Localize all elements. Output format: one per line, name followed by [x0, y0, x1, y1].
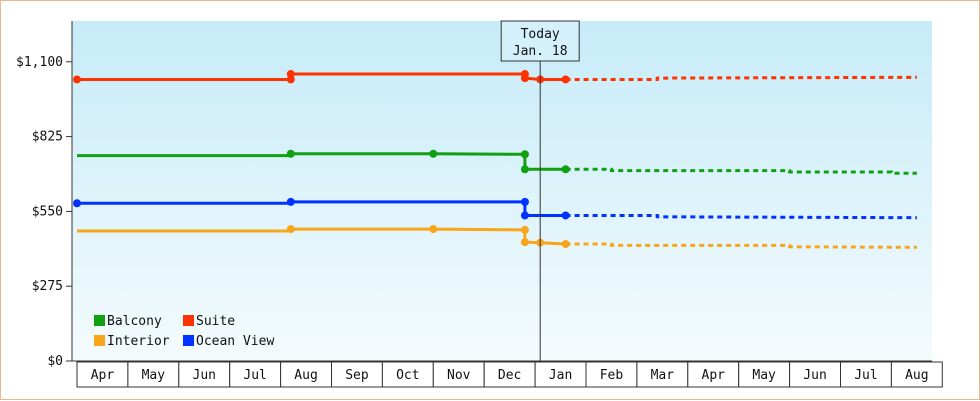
x-axis-months: Apr May Jun Jul Aug Sep Oct Nov Dec Jan Feb Mar Apr M…	[76, 361, 943, 388]
month-cell	[840, 361, 892, 388]
month-cell	[280, 361, 333, 388]
month-cell	[381, 361, 434, 388]
today-date: Jan. 18	[513, 44, 568, 59]
month-label: Jul	[854, 368, 877, 383]
data-point	[429, 225, 438, 234]
month-label: Sep	[345, 368, 369, 383]
forecast-line-balcony	[565, 167, 917, 175]
plot-area	[72, 21, 932, 361]
month-label: May	[142, 368, 166, 383]
forecast-line-interior	[565, 242, 917, 249]
data-point	[520, 165, 529, 174]
legend-swatch	[94, 315, 105, 326]
y-tick-label: $275	[32, 279, 63, 294]
y-tick-label: $1,100	[16, 55, 63, 70]
data-point	[73, 75, 81, 84]
month-cell	[585, 361, 638, 388]
month-cell	[789, 361, 841, 388]
month-label: Jun	[193, 368, 216, 383]
legend-label: Interior	[107, 334, 170, 349]
legend-label: Suite	[196, 314, 235, 329]
month-label: Jul	[243, 368, 266, 383]
today-marker: Today Jan. 18	[500, 20, 580, 361]
data-point	[561, 165, 570, 174]
month-label: Mar	[651, 368, 675, 383]
y-tick-label: $825	[32, 130, 63, 145]
data-point	[73, 199, 81, 208]
data-point	[286, 225, 295, 234]
legend: Balcony Suite Interior Ocean View	[94, 314, 274, 349]
month-label: Dec	[498, 368, 521, 383]
month-label: Feb	[600, 368, 624, 383]
legend-label: Balcony	[107, 314, 162, 329]
y-axis-ticks: $0 $275 $550 $825 $1,100	[16, 55, 72, 369]
month-label: Jan	[549, 368, 572, 383]
month-label: Oct	[396, 368, 419, 383]
data-point	[561, 75, 570, 84]
data-point	[286, 197, 295, 206]
legend-swatch	[183, 315, 194, 326]
series-line-ocean-view	[77, 200, 566, 217]
series-lines	[73, 70, 917, 249]
forecast-line-suite	[565, 75, 917, 81]
legend-swatch	[94, 335, 105, 346]
month-label: Apr	[91, 368, 115, 383]
month-label: Apr	[702, 368, 726, 383]
month-cell	[483, 361, 536, 388]
month-label: Jun	[803, 368, 826, 383]
data-point	[520, 238, 529, 247]
forecast-line-ocean-view	[565, 214, 917, 220]
month-label: Aug	[294, 368, 317, 383]
data-point	[520, 150, 529, 159]
data-point	[520, 74, 529, 83]
month-label: May	[752, 368, 776, 383]
data-point	[286, 149, 295, 158]
y-tick-label: $0	[47, 354, 63, 369]
legend-label: Ocean View	[196, 334, 274, 349]
data-point	[520, 197, 529, 206]
month-label: Aug	[905, 368, 928, 383]
data-point	[286, 70, 295, 79]
month-cell	[178, 361, 231, 388]
legend-swatch	[183, 335, 194, 346]
today-label: Today	[521, 27, 560, 42]
data-point	[520, 211, 529, 220]
data-point	[520, 225, 529, 234]
y-tick-label: $550	[32, 204, 63, 219]
today-box	[500, 20, 580, 62]
month-cell	[890, 361, 943, 388]
data-point	[561, 211, 570, 220]
month-label: Nov	[447, 368, 471, 383]
data-point	[429, 149, 438, 158]
month-cell	[687, 361, 740, 388]
data-point	[561, 240, 570, 249]
